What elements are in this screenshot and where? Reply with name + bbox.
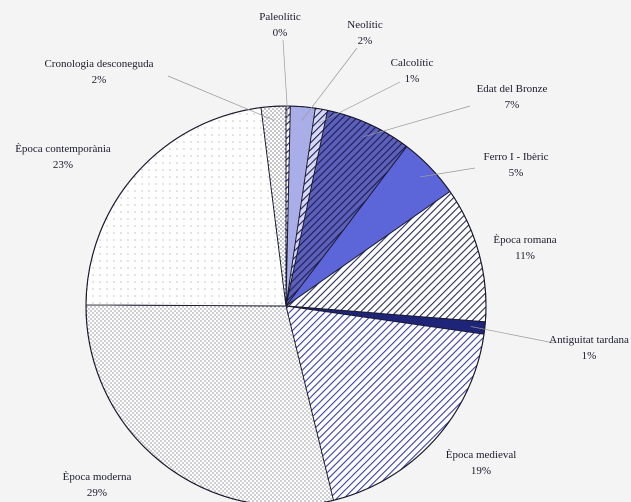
slice-label: Calcolític	[391, 57, 434, 69]
slice-label: Època moderna	[63, 471, 132, 483]
slice-value-label: 1%	[405, 73, 420, 85]
slice-labels: Paleolític 0% Neolític 2% Calcolític 1% Edat d…	[15, 11, 629, 499]
pie-slices	[85, 105, 487, 502]
leader-line	[419, 167, 476, 178]
leader-line	[363, 105, 471, 138]
slice-value-label: 2%	[92, 74, 107, 86]
leader-line	[470, 326, 555, 344]
slice-value-label: 1%	[582, 350, 597, 362]
slice-label: Època medieval	[446, 449, 517, 461]
slice-label: Època romana	[493, 234, 556, 246]
leader-line	[167, 75, 275, 121]
pie-slice--poca-contempor-nia	[85, 107, 287, 307]
slice-label: Antiguitat tardana	[549, 334, 629, 346]
leader-line	[318, 81, 401, 124]
slice-label: Edat del Bronze	[477, 83, 548, 95]
slice-value-label: 0%	[273, 27, 288, 39]
leader-lines	[167, 39, 555, 344]
slice-value-label: 19%	[471, 465, 491, 477]
slice-label: Neolític	[347, 19, 383, 31]
slice-value-label: 7%	[505, 99, 520, 111]
slice-label: Època contemporània	[15, 143, 111, 155]
slice-label: Paleolític	[259, 11, 301, 23]
pie-outline	[85, 105, 487, 502]
leader-line	[282, 39, 289, 121]
slice-value-label: 2%	[358, 35, 373, 47]
slice-value-label: 23%	[53, 159, 73, 171]
slice-value-label: 29%	[87, 487, 107, 499]
slice-label: Cronologia desconeguda	[44, 58, 153, 70]
leader-line	[301, 47, 358, 121]
slice-value-label: 11%	[515, 250, 535, 262]
slice-label: Ferro I - Ibèric	[483, 151, 548, 163]
slice-value-label: 5%	[509, 167, 524, 179]
